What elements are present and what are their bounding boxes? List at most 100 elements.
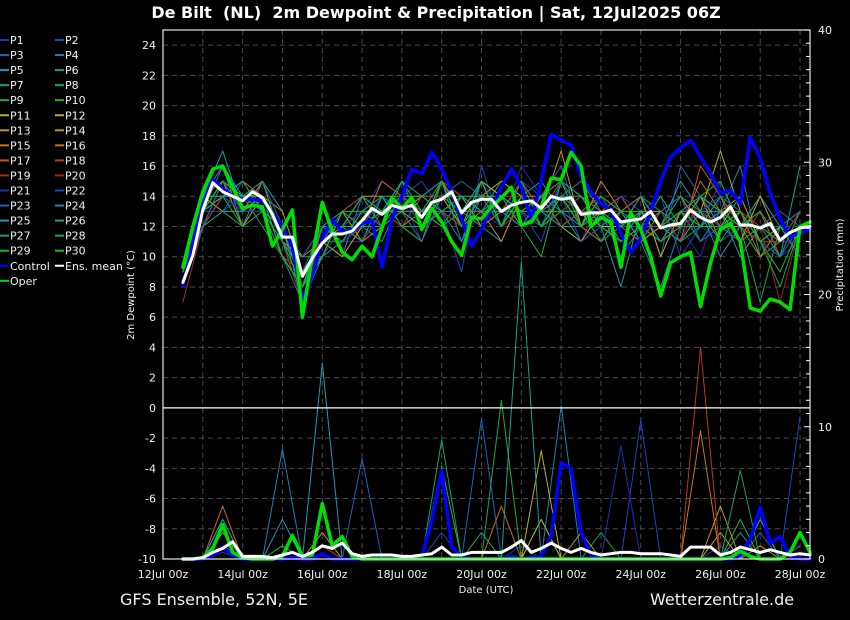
legend-label: P2 — [65, 34, 79, 47]
legend-item-p3: P3 — [0, 49, 24, 62]
y-tick-label: 6 — [149, 311, 156, 324]
x-tick-label: 12Jul 00z — [138, 568, 189, 581]
y2-tick-label: 0 — [818, 553, 825, 566]
y2-tick-label: 20 — [818, 289, 832, 302]
y-tick-label: 2 — [149, 372, 156, 385]
legend-label: P10 — [65, 94, 86, 107]
legend-label: P23 — [10, 200, 31, 213]
x-tick-label: 14Jul 00z — [217, 568, 268, 581]
legend-item-p21: P21 — [0, 185, 31, 198]
y-tick-label: 16 — [142, 160, 156, 173]
x-tick-label: 16Jul 00z — [297, 568, 348, 581]
legend-item-p15: P15 — [0, 139, 31, 152]
legend-item-p9: P9 — [0, 94, 24, 107]
legend-item-oper: Oper — [0, 275, 37, 288]
source-credit: Wetterzentrale.de — [650, 590, 794, 609]
y2-tick-label: 40 — [818, 24, 832, 37]
y-tick-label: -4 — [145, 462, 156, 475]
legend-label: P30 — [65, 245, 86, 258]
chart-title: De Bilt (NL) 2m Dewpoint & Precipitation… — [151, 3, 720, 23]
legend-item-ens-mean: Ens. mean — [55, 260, 123, 273]
legend-label: P5 — [10, 64, 24, 77]
x-tick-label: 18Jul 00z — [377, 568, 428, 581]
y-tick-label: 20 — [142, 100, 156, 113]
legend-label: P1 — [10, 34, 24, 47]
y-tick-label: 4 — [149, 341, 156, 354]
y-tick-label: -2 — [145, 432, 156, 445]
legend-label: P9 — [10, 94, 24, 107]
precip-line-ens-mean — [181, 539, 812, 561]
legend-label: P8 — [65, 79, 79, 92]
legend-label: P26 — [65, 215, 86, 228]
legend-label: Ens. mean — [65, 260, 123, 273]
legend-item-p28: P28 — [55, 230, 86, 243]
legend-item-p6: P6 — [55, 64, 79, 77]
y-tick-label: 22 — [142, 69, 156, 82]
y2-axis-label: Precipitation (mm) — [835, 218, 846, 311]
legend-item-p8: P8 — [55, 79, 79, 92]
legend-label: P19 — [10, 169, 31, 182]
legend-label: P17 — [10, 154, 31, 167]
legend-item-p16: P16 — [55, 139, 86, 152]
legend-item-p22: P22 — [55, 185, 86, 198]
legend-item-p7: P7 — [0, 79, 24, 92]
legend-label: P13 — [10, 124, 31, 137]
legend-item-p19: P19 — [0, 169, 31, 182]
legend-label: P15 — [10, 139, 31, 152]
dewpoint-line-p30 — [182, 180, 801, 288]
x-tick-label: 24Jul 00z — [616, 568, 667, 581]
legend-label: P12 — [65, 109, 86, 122]
legend-item-p29: P29 — [0, 245, 31, 258]
axes: 242220181614121086420-2-4-6-8-1040302010… — [138, 24, 832, 581]
legend-item-p27: P27 — [0, 230, 31, 243]
legend-label: P22 — [65, 185, 86, 198]
legend-label: P25 — [10, 215, 31, 228]
legend-item-p5: P5 — [0, 64, 24, 77]
legend-label: P18 — [65, 154, 86, 167]
legend-item-p10: P10 — [55, 94, 86, 107]
x-tick-label: 26Jul 00z — [695, 568, 746, 581]
legend: P1 P2 P3 P4 P5 P6 P7 P8 P9 P10 P11 P12 P13 P14 P15 P16 P… — [0, 34, 123, 288]
y-tick-label: 8 — [149, 281, 156, 294]
y-tick-label: 12 — [142, 220, 156, 233]
gridlines — [163, 30, 810, 559]
legend-label: P20 — [65, 169, 86, 182]
y-tick-label: 24 — [142, 39, 156, 52]
legend-label: P24 — [65, 200, 86, 213]
legend-label: P6 — [65, 64, 79, 77]
legend-label: P29 — [10, 245, 31, 258]
y2-tick-label: 10 — [818, 421, 832, 434]
legend-item-p2: P2 — [55, 34, 79, 47]
legend-label: P28 — [65, 230, 86, 243]
legend-label: P14 — [65, 124, 86, 137]
legend-item-control: Control — [0, 260, 50, 273]
dewpoint-line-ens-mean — [181, 181, 812, 284]
legend-item-p20: P20 — [55, 169, 86, 182]
legend-item-p13: P13 — [0, 124, 31, 137]
legend-label: P4 — [65, 49, 79, 62]
legend-item-p14: P14 — [55, 124, 86, 137]
y-tick-label: 18 — [142, 130, 156, 143]
legend-item-p23: P23 — [0, 200, 31, 213]
legend-item-p17: P17 — [0, 154, 31, 167]
legend-label: P7 — [10, 79, 24, 92]
legend-item-p25: P25 — [0, 215, 31, 228]
y-tick-label: -8 — [145, 523, 156, 536]
legend-item-p11: P11 — [0, 109, 31, 122]
legend-label: P27 — [10, 230, 31, 243]
legend-item-p24: P24 — [55, 200, 86, 213]
x-tick-label: 22Jul 00z — [536, 568, 587, 581]
x-tick-label: 20Jul 00z — [456, 568, 507, 581]
model-info: GFS Ensemble, 52N, 5E — [120, 590, 308, 609]
y-tick-label: 0 — [149, 402, 156, 415]
legend-label: Oper — [10, 275, 37, 288]
y-tick-label: -6 — [145, 493, 156, 506]
y-tick-label: 10 — [142, 251, 156, 264]
legend-label: P16 — [65, 139, 86, 152]
y2-tick-label: 30 — [818, 156, 832, 169]
legend-item-p18: P18 — [55, 154, 86, 167]
x-tick-label: 28Jul 00z — [775, 568, 826, 581]
legend-label: Control — [10, 260, 50, 273]
